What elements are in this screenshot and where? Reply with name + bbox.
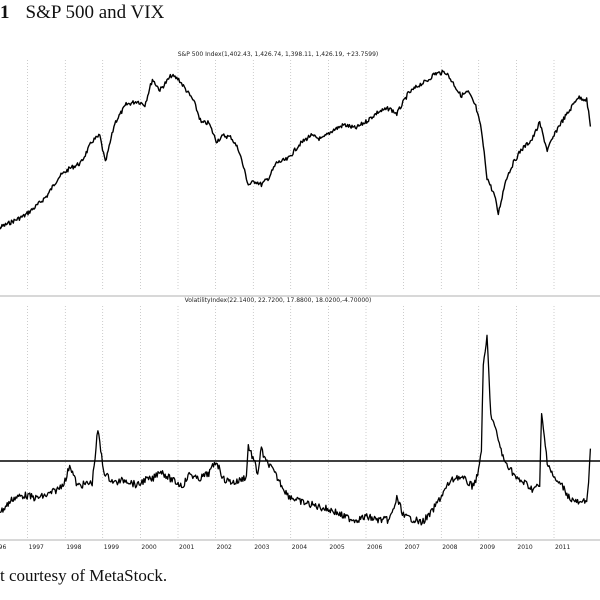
x-tick-label: 2011 bbox=[555, 544, 570, 551]
sp500-line bbox=[0, 69, 592, 230]
figure-heading: 1 S&P 500 and VIX bbox=[0, 2, 164, 24]
x-tick-label: 1998 bbox=[66, 544, 81, 551]
sp500-panel bbox=[0, 69, 592, 230]
x-tick-label: 2003 bbox=[254, 544, 269, 551]
vertical-gridlines bbox=[27, 60, 555, 538]
vix-panel-label: VolatilityIndex(22.1400, 22.7200, 17.880… bbox=[185, 297, 372, 304]
vix-line bbox=[0, 334, 592, 526]
x-tick-label: 1996 bbox=[0, 544, 6, 551]
x-tick-label: 2001 bbox=[179, 544, 194, 551]
x-tick-label: 2008 bbox=[442, 544, 457, 551]
x-tick-label: 2009 bbox=[480, 544, 495, 551]
x-tick-label: 2002 bbox=[217, 544, 232, 551]
sp500-panel-label: S&P 500 Index(1,402.43, 1,426.74, 1,398.… bbox=[178, 51, 379, 58]
figure-number: 1 bbox=[0, 2, 10, 23]
vix-panel bbox=[0, 334, 600, 526]
x-tick-label: 2004 bbox=[292, 544, 307, 551]
figure-credit: t courtesy of MetaStock. bbox=[0, 566, 168, 585]
x-tick-label: 2000 bbox=[141, 544, 156, 551]
figure-title: S&P 500 and VIX bbox=[25, 2, 165, 23]
x-tick-label: 2005 bbox=[329, 544, 344, 551]
x-tick-label: 2006 bbox=[367, 544, 382, 551]
chart-area: S&P 500 Index(1,402.43, 1,426.74, 1,398.… bbox=[0, 51, 600, 551]
x-tick-label: 1997 bbox=[29, 544, 44, 551]
x-tick-label: 2010 bbox=[517, 544, 532, 551]
x-axis-ticks: 1996 1997 1998 1999 2000 2001 2002 2003 2004 2005… bbox=[0, 544, 570, 551]
x-tick-label: 1999 bbox=[104, 544, 119, 551]
x-tick-label: 2007 bbox=[405, 544, 420, 551]
